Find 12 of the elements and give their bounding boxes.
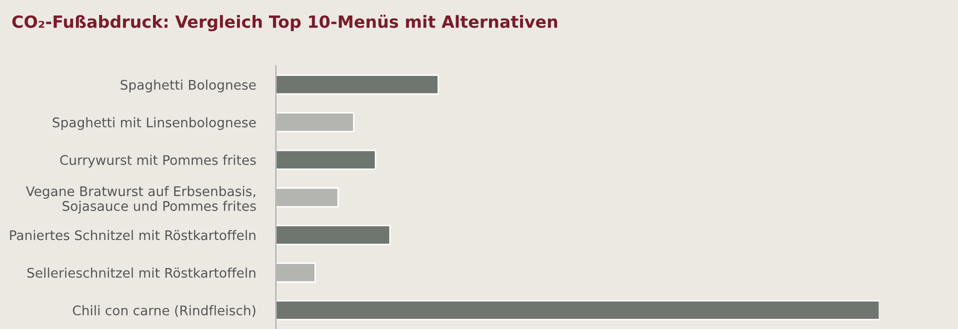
bar	[276, 150, 376, 170]
y-tick-label: Currywurst mit Pommes frites	[60, 154, 256, 168]
y-tick-label: Paniertes Schnitzel mit Röstkartoffeln	[10, 230, 256, 240]
y-tick-label: Spaghetti mit Linsenbolognese	[52, 117, 256, 130]
bar	[276, 224, 391, 246]
y-tick-label: Spaghetti Bolognese	[120, 80, 256, 92]
y-tick-label: Sellerieschnitzel mit Röstkartoffeln	[27, 268, 256, 278]
y-tick-label: Vegane Bratwurst auf Erbsenbasis, Sojasauce und Pommes frites	[26, 186, 256, 214]
y-tick-label: Chili con carne (Rindfleisch)	[72, 305, 256, 317]
bar	[276, 74, 439, 95]
chart-title: CO₂-Fußabdruck: Vergleich Top 10-Menüs mit Alternativen	[12, 14, 558, 32]
bar	[276, 300, 880, 320]
